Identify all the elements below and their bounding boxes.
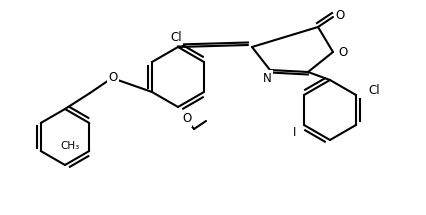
Text: O: O [334, 9, 343, 22]
Text: O: O [108, 71, 117, 83]
Text: N: N [262, 72, 271, 84]
Text: Cl: Cl [170, 31, 181, 43]
Text: I: I [292, 126, 295, 140]
Text: O: O [181, 112, 191, 126]
Text: CH₃: CH₃ [60, 141, 79, 151]
Text: Cl: Cl [367, 83, 379, 97]
Text: O: O [337, 46, 346, 58]
